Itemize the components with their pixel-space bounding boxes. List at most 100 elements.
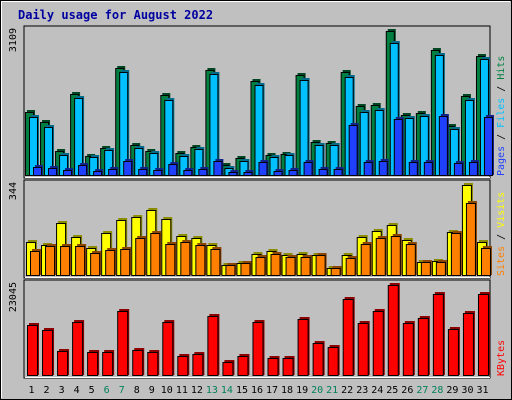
bar-sites-day-17 [270,252,282,276]
bar-kbytes-day-9 [147,350,160,376]
bar-sites-day-11 [180,240,192,276]
bar-kbytes-day-24 [372,309,385,376]
bar-pages-day-2 [48,166,59,176]
x-tick-label-30: 30 [461,385,473,396]
x-tick-label-27: 27 [416,385,428,396]
legend-separator: / [496,128,507,146]
x-tick-label-18: 18 [281,385,293,396]
bar-pages-day-27 [423,160,434,176]
bar-pages-day-30 [468,160,479,176]
panel-top: 3109 Pages / Files / Hits [8,25,507,179]
bar-sites-day-4 [75,244,87,276]
bar-kbytes-day-30 [462,311,475,376]
bar-kbytes-day-11 [177,354,190,376]
x-tick-label-22: 22 [341,385,353,396]
bar-kbytes-day-6-face [102,352,114,376]
bar-sites-day-28 [435,260,447,276]
bar-pages-day-22-face [348,125,358,176]
bar-pages-day-1-face [33,167,42,176]
bar-sites-day-21 [330,266,342,276]
bar-pages-day-18-face [288,170,298,176]
bar-sites-day-5 [90,251,102,276]
bar-sites-day-25 [390,234,402,276]
bar-pages-day-5 [93,169,104,176]
bar-pages-day-11-face [183,170,193,176]
bar-pages-day-25 [393,117,404,176]
x-tick-label-25: 25 [386,385,398,396]
bar-kbytes-day-16 [252,320,265,376]
bar-sites-day-11-face [180,242,191,276]
x-tick-label-13: 13 [206,385,218,396]
bar-pages-day-16 [258,160,269,176]
x-axis-labels: 1 2 3 4 5 6 7 8 9 10 11 12 13 14 15 16 17 18 19 20 21 22 23 24 2… [29,385,489,396]
bar-kbytes-day-7-face [117,311,129,376]
series-kbytes [27,283,490,376]
bar-sites-day-9 [150,231,162,276]
panel-bottom-max-label: 23045 [8,282,19,312]
legend-visits: Visits [496,192,507,228]
legend-sites: Sites [496,246,507,276]
bar-pages-day-25-face [393,119,403,176]
bar-pages-day-18 [288,168,299,176]
bar-pages-day-3-face [63,170,73,176]
bar-pages-day-14-face [228,172,238,176]
bar-sites-day-12 [195,243,207,276]
bar-sites-day-15 [240,261,252,276]
panel-top-legend: Pages / Files / Hits [496,56,507,176]
x-tick-label-4: 4 [74,385,80,396]
bar-pages-day-15-face [243,172,253,176]
bar-kbytes-day-17 [267,356,280,376]
legend-kbytes: KBytes [496,340,507,376]
x-tick-label-9: 9 [149,385,155,396]
bar-pages-day-26 [408,160,419,176]
bar-kbytes-day-5-face [87,352,99,376]
legend-hits: Hits [496,56,507,80]
bar-pages-day-12-face [198,169,208,176]
bar-sites-day-14 [225,263,237,276]
bar-kbytes-day-14-face [222,362,234,376]
bar-kbytes-day-22-face [342,299,354,376]
bar-pages-day-8 [138,167,149,176]
bar-sites-day-27 [420,260,432,276]
bar-pages-day-6 [108,167,119,176]
panel-mid-side-label: Sites / Visits [496,192,507,276]
bar-pages-day-10-face [168,164,178,176]
bar-pages-day-13 [213,159,224,176]
bar-pages-day-9-face [153,170,163,176]
x-tick-label-14: 14 [221,385,233,396]
bar-sites-day-30-face [465,203,476,276]
bar-sites-day-4-face [75,246,86,276]
bar-kbytes-day-2-face [42,330,54,376]
bar-kbytes-day-9-face [147,352,159,376]
bar-sites-day-13-face [210,249,221,276]
bar-kbytes-day-22 [342,297,355,376]
bar-kbytes-day-15-face [237,356,249,376]
bar-pages-day-20-face [318,169,328,176]
bar-sites-day-22 [345,256,357,276]
bar-pages-day-23 [363,160,374,176]
bar-kbytes-day-31 [477,292,490,376]
bar-sites-day-3-face [60,246,71,276]
bar-pages-day-24 [378,159,389,176]
bar-sites-day-13 [210,247,222,276]
bar-kbytes-day-18-face [282,358,294,376]
bar-kbytes-day-23-face [357,323,369,376]
bar-sites-day-19-face [300,257,311,276]
bar-pages-day-19 [303,160,314,176]
bar-sites-day-23 [360,242,372,276]
bar-kbytes-day-1-face [27,325,38,376]
bar-sites-day-8-face [135,238,146,276]
panel-bottom-side-label: KBytes [496,340,507,376]
series-pages [33,114,494,176]
chart-panels: 3109 Pages / Files / Hits 344 Sites / Visit… [8,25,507,379]
bar-kbytes-day-11-face [177,356,189,376]
legend-pages: Pages [496,146,507,176]
x-tick-label-12: 12 [191,385,203,396]
bar-kbytes-day-13 [207,314,220,376]
bar-pages-day-1 [33,165,43,176]
bar-pages-day-22 [348,123,359,176]
bar-sites-day-10-face [165,244,176,276]
bar-sites-day-6 [105,248,117,276]
bar-pages-day-4-face [78,165,88,176]
bar-pages-day-6-face [108,169,118,176]
